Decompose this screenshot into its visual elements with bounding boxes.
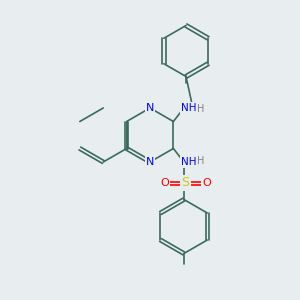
Text: N: N [146, 103, 154, 113]
Text: O: O [160, 178, 169, 188]
Text: NH: NH [181, 157, 196, 167]
Text: O: O [202, 178, 211, 188]
Text: H: H [197, 104, 204, 115]
Text: NH: NH [181, 103, 196, 113]
Text: S: S [182, 176, 189, 190]
Text: H: H [197, 155, 204, 166]
Text: N: N [146, 157, 154, 167]
